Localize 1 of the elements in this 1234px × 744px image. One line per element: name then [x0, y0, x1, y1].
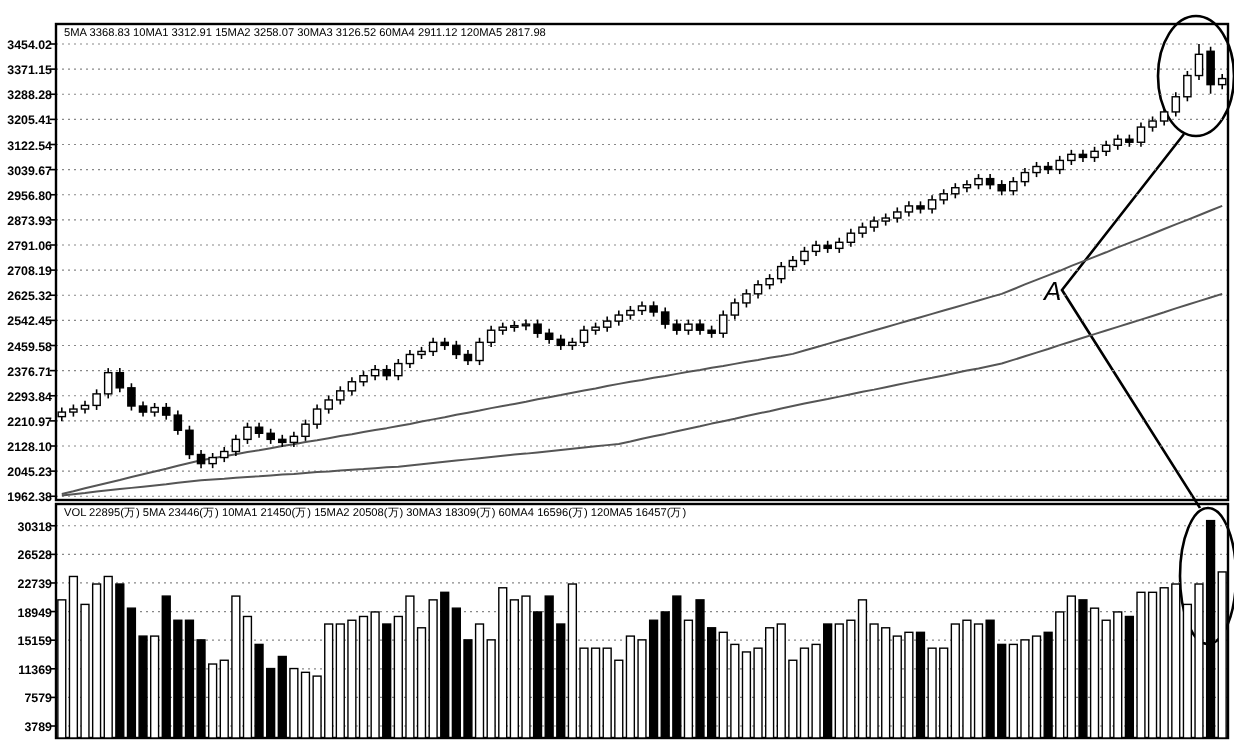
annotation: A: [1042, 276, 1062, 306]
